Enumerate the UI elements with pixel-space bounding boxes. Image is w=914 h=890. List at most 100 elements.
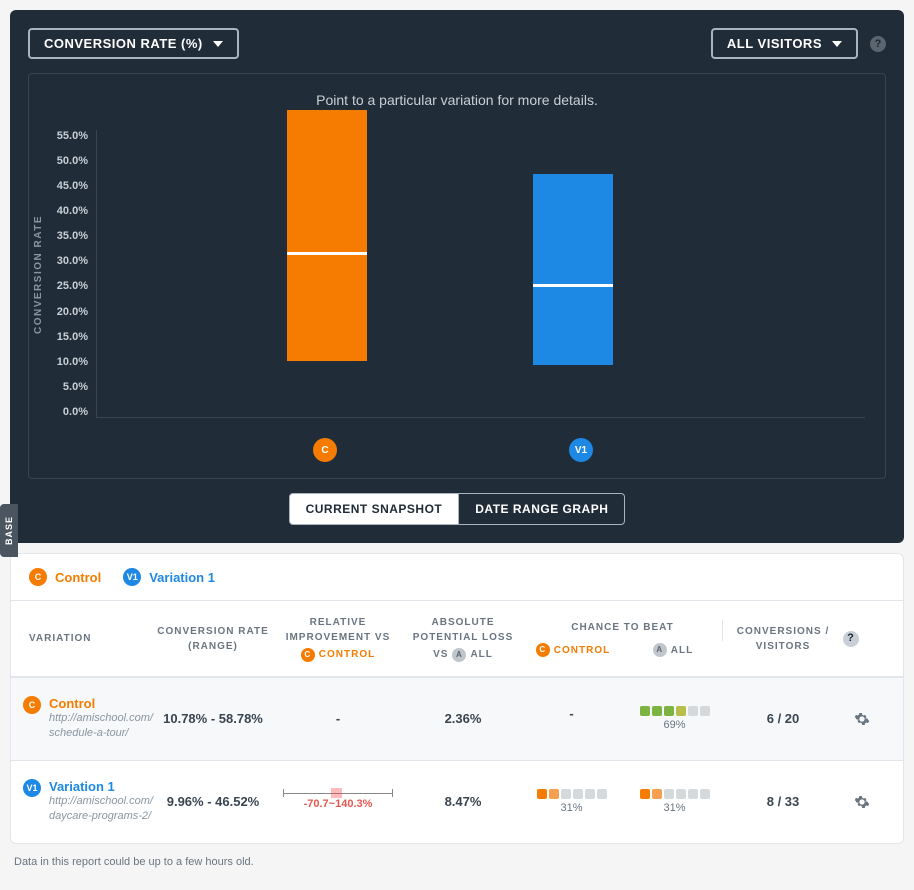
ctb-square <box>688 789 698 799</box>
row-badge: C <box>23 696 41 714</box>
visitors-dropdown[interactable]: ALL VISITORS <box>711 28 858 59</box>
legend-badge: V1 <box>123 568 141 586</box>
y-tick: 55.0% <box>57 130 88 142</box>
metric-dropdown-label: CONVERSION RATE (%) <box>44 36 203 51</box>
y-tick: 10.0% <box>57 356 88 368</box>
ctb-square <box>652 789 662 799</box>
visitors-dropdown-label: ALL VISITORS <box>727 36 822 51</box>
row-name[interactable]: Variation 1 <box>49 779 153 794</box>
cell-ctb: -69% <box>523 706 723 731</box>
ctb-square <box>597 789 607 799</box>
th-conversions: CONVERSIONS / VISITORS <box>723 624 843 654</box>
legend-item-v1[interactable]: V1 Variation 1 <box>123 568 215 586</box>
ctb-square <box>640 706 650 716</box>
cell-variation: V1 Variation 1http://amischool.com/daycar… <box>23 779 153 825</box>
bar-c[interactable] <box>287 110 367 360</box>
cell-range: 9.96% - 46.52% <box>153 794 273 809</box>
y-tick: 5.0% <box>63 381 88 393</box>
ctb-square <box>664 789 674 799</box>
ctb-square <box>640 789 650 799</box>
table-row: C Controlhttp://amischool.com/schedule-a-… <box>11 677 903 760</box>
ctb-square <box>676 789 686 799</box>
x-badge-c[interactable]: C <box>313 438 337 462</box>
gear-icon[interactable] <box>843 711 881 727</box>
control-icon: C <box>301 648 315 662</box>
legend-label: Control <box>55 570 101 585</box>
y-axis-label: CONVERSION RATE <box>33 215 44 334</box>
results-table: C Control V1 Variation 1 VARIATION CONVERSI… <box>10 553 904 844</box>
th-conv: CONVERSION RATE (RANGE) <box>153 624 273 654</box>
y-tick: 25.0% <box>57 280 88 292</box>
legend-row: C Control V1 Variation 1 <box>11 554 903 601</box>
th-ctb: CHANCE TO BEAT C CONTROL A ALL <box>523 620 723 658</box>
help-icon[interactable]: ? <box>870 36 886 52</box>
control-icon: C <box>536 643 550 657</box>
bar-v1[interactable] <box>533 174 613 365</box>
ctb-square <box>688 706 698 716</box>
cell-improvement: -70.7~140.3% <box>273 793 403 810</box>
th-improvement: RELATIVE IMPROVEMENT VS C CONTROL <box>273 615 403 662</box>
y-tick: 15.0% <box>57 331 88 343</box>
cell-loss: 2.36% <box>403 711 523 726</box>
badges-plot: C V1 <box>85 438 885 462</box>
ctb-square <box>676 706 686 716</box>
ctb-square <box>549 789 559 799</box>
legend-item-c[interactable]: C Control <box>29 568 101 586</box>
cell-variation: C Controlhttp://amischool.com/schedule-a-… <box>23 696 153 742</box>
chevron-down-icon <box>832 41 842 47</box>
legend-badge: C <box>29 568 47 586</box>
topbar: CONVERSION RATE (%) ALL VISITORS ? <box>28 28 886 59</box>
ctb-square <box>664 706 674 716</box>
bar-midline <box>533 284 613 287</box>
y-tick: 0.0% <box>63 406 88 418</box>
y-tick: 35.0% <box>57 230 88 242</box>
chart-panel: CONVERSION RATE (%) ALL VISITORS ? Point… <box>10 10 904 543</box>
ctb-square <box>585 789 595 799</box>
chevron-down-icon <box>213 41 223 47</box>
table-row: V1 Variation 1http://amischool.com/daycar… <box>11 760 903 843</box>
view-toggle: CURRENT SNAPSHOT DATE RANGE GRAPH <box>28 493 886 525</box>
footer-note: Data in this report could be up to a few… <box>10 844 904 880</box>
chart-hint: Point to a particular variation for more… <box>29 74 885 130</box>
cell-conversions: 8 / 33 <box>723 794 843 809</box>
plot-area <box>96 130 865 418</box>
ctb-square <box>700 789 710 799</box>
x-axis-badges: C V1 <box>29 428 885 478</box>
ctb-square <box>700 706 710 716</box>
th-variation: VARIATION <box>23 631 153 646</box>
cell-improvement: - <box>273 711 403 726</box>
row-badge: V1 <box>23 779 41 797</box>
legend-label: Variation 1 <box>149 570 215 585</box>
toggle-daterange[interactable]: DATE RANGE GRAPH <box>459 493 625 525</box>
chart-body: CONVERSION RATE 55.0% 50.0% 45.0% 40.0% 35.0… <box>29 130 885 428</box>
bar-midline <box>287 252 367 255</box>
ctb-square <box>652 706 662 716</box>
th-help[interactable]: ? <box>843 631 881 647</box>
y-ticks: 55.0% 50.0% 45.0% 40.0% 35.0% 30.0% 25.0% 20.0%… <box>44 130 96 418</box>
y-tick: 20.0% <box>57 306 88 318</box>
cell-ctb: 31%31% <box>523 789 723 814</box>
y-tick: 40.0% <box>57 205 88 217</box>
metric-dropdown[interactable]: CONVERSION RATE (%) <box>28 28 239 59</box>
x-badge-v1[interactable]: V1 <box>569 438 593 462</box>
cell-loss: 8.47% <box>403 794 523 809</box>
ctb-square <box>561 789 571 799</box>
row-url[interactable]: http://amischool.com/daycare-programs-2/ <box>49 794 153 825</box>
cell-conversions: 6 / 20 <box>723 711 843 726</box>
y-tick: 45.0% <box>57 180 88 192</box>
y-tick: 50.0% <box>57 155 88 167</box>
right-controls: ALL VISITORS ? <box>711 28 886 59</box>
all-icon: A <box>653 643 667 657</box>
row-name[interactable]: Control <box>49 696 153 711</box>
chart-frame: Point to a particular variation for more… <box>28 73 886 479</box>
all-icon: A <box>452 648 466 662</box>
cell-range: 10.78% - 58.78% <box>153 711 273 726</box>
ctb-square <box>573 789 583 799</box>
toggle-snapshot[interactable]: CURRENT SNAPSHOT <box>289 493 460 525</box>
row-url[interactable]: http://amischool.com/schedule-a-tour/ <box>49 711 153 742</box>
y-tick: 30.0% <box>57 255 88 267</box>
gear-icon[interactable] <box>843 794 881 810</box>
ctb-square <box>537 789 547 799</box>
base-tab[interactable]: BASE <box>0 504 18 557</box>
table-header: VARIATION CONVERSION RATE (RANGE) RELATI… <box>11 601 903 677</box>
